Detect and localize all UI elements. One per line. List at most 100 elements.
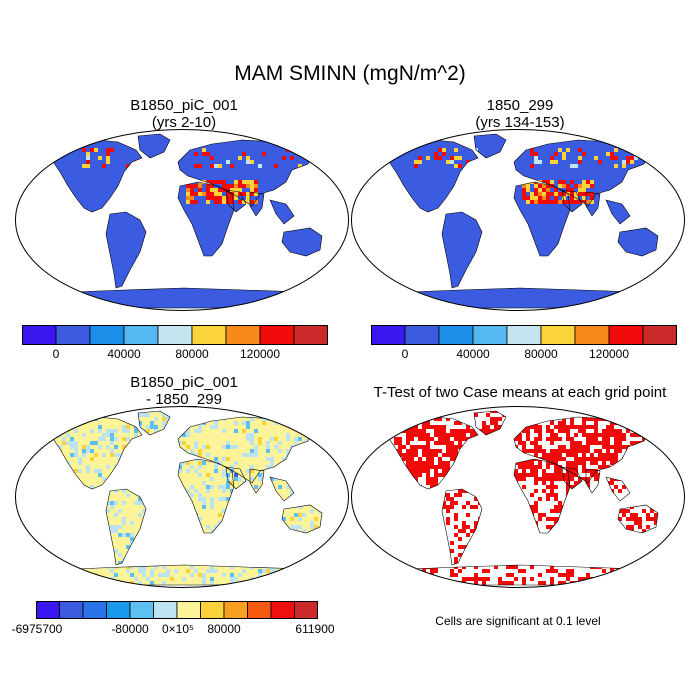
map-grid-cell bbox=[590, 192, 594, 196]
map-grid-cell bbox=[242, 180, 246, 184]
map-grid-cell bbox=[214, 525, 218, 529]
map-grid-cell bbox=[230, 200, 234, 204]
map-grid-cell bbox=[358, 453, 362, 457]
map-grid-cell bbox=[206, 196, 210, 200]
map-grid-cell bbox=[594, 449, 598, 453]
map-grid-cell bbox=[366, 425, 370, 429]
map-grid-cell bbox=[674, 453, 678, 457]
map-grid-cell bbox=[30, 437, 34, 441]
map-grid-cell bbox=[274, 421, 278, 425]
map-grid-cell bbox=[314, 517, 318, 521]
map-grid-cell bbox=[242, 184, 246, 188]
map-grid-cell bbox=[74, 585, 78, 589]
map-grid-cell bbox=[530, 465, 534, 469]
map-grid-cell bbox=[58, 573, 62, 577]
map-grid-cell bbox=[26, 569, 30, 573]
map-border bbox=[15, 406, 349, 588]
map-grid-cell bbox=[362, 581, 366, 585]
map-grid-cell bbox=[558, 453, 562, 457]
map-grid-cell bbox=[274, 569, 278, 573]
map-grid-cell bbox=[406, 429, 410, 433]
map-grid-cell bbox=[442, 437, 446, 441]
map-grid-cell bbox=[22, 429, 26, 433]
map-grid-cell bbox=[442, 501, 446, 505]
map-grid-cell bbox=[422, 569, 426, 573]
colorbar-diff-label-0: -6975700 bbox=[11, 622, 63, 636]
map-grid-cell bbox=[98, 473, 102, 477]
map-grid-cell bbox=[78, 585, 82, 589]
map-grid-cell bbox=[310, 433, 314, 437]
map-grid-cell bbox=[234, 477, 238, 481]
map-grid-cell bbox=[274, 585, 278, 589]
map-grid-cell bbox=[446, 465, 450, 469]
map-grid-cell bbox=[534, 469, 538, 473]
map-grid-cell bbox=[630, 425, 634, 429]
map-grid-cell bbox=[654, 513, 658, 517]
colorbar-diff-label-1: -80000 bbox=[111, 622, 149, 636]
map-grid-cell bbox=[154, 425, 158, 429]
map-grid-cell bbox=[86, 445, 90, 449]
map-grid-cell bbox=[86, 160, 90, 164]
map-grid-cell bbox=[274, 477, 278, 481]
map-grid-cell bbox=[430, 413, 434, 417]
map-grid-cell bbox=[210, 180, 214, 184]
colorbar-box-1 bbox=[371, 325, 406, 345]
map-grid-cell bbox=[450, 581, 454, 585]
map-grid-cell bbox=[618, 429, 622, 433]
map-grid-cell bbox=[558, 405, 562, 409]
map-grid-cell bbox=[382, 577, 386, 581]
map-grid-cell bbox=[666, 425, 668, 429]
map-grid-cell bbox=[354, 553, 358, 557]
map-grid-cell bbox=[570, 180, 574, 184]
map-grid-cell bbox=[14, 413, 18, 417]
map-grid-cell bbox=[626, 417, 630, 421]
map-grid-cell bbox=[214, 200, 218, 204]
map-grid-cell bbox=[582, 457, 586, 461]
map-grid-cell bbox=[218, 513, 222, 517]
map-grid-cell bbox=[198, 184, 202, 188]
map-grid-cell bbox=[526, 437, 530, 441]
map-grid-cell bbox=[22, 565, 26, 569]
map-grid-cell bbox=[106, 152, 110, 156]
map-grid-cell bbox=[614, 156, 618, 160]
map-grid-cell bbox=[282, 156, 286, 160]
map-grid-cell bbox=[634, 156, 638, 160]
map-grid-cell bbox=[150, 421, 154, 425]
map-grid-cell bbox=[30, 425, 34, 429]
map-grid-cell bbox=[538, 477, 542, 481]
map-grid-cell bbox=[410, 469, 414, 473]
map-grid-cell bbox=[550, 485, 554, 489]
map-grid-cell bbox=[270, 569, 274, 573]
map-grid-cell bbox=[554, 192, 558, 196]
map-grid-cell bbox=[570, 569, 574, 573]
map-grid-cell bbox=[570, 469, 574, 473]
map-grid-cell bbox=[610, 569, 614, 573]
map-grid-cell bbox=[614, 433, 618, 437]
map-grid-cell bbox=[538, 425, 542, 429]
map-grid-cell bbox=[206, 485, 210, 489]
map-grid-cell bbox=[458, 493, 462, 497]
map-grid-cell bbox=[534, 473, 538, 477]
map-grid-cell bbox=[406, 449, 410, 453]
map-grid-cell bbox=[270, 461, 274, 465]
map-grid-cell bbox=[198, 425, 202, 429]
map-grid-cell bbox=[146, 577, 150, 581]
map-grid-cell bbox=[566, 465, 570, 469]
map-grid-cell bbox=[94, 148, 98, 152]
map-grid-cell bbox=[198, 453, 202, 457]
map-grid-cell bbox=[426, 437, 430, 441]
map-grid-cell bbox=[442, 461, 446, 465]
map-grid-cell bbox=[634, 417, 638, 421]
map-grid-cell bbox=[426, 449, 430, 453]
map-grid-cell bbox=[378, 425, 382, 429]
map-grid-cell bbox=[14, 445, 18, 449]
panel-2-title-line1: 1850_299 bbox=[486, 97, 554, 114]
map-grid-cell bbox=[578, 457, 582, 461]
map-grid-cell bbox=[162, 573, 166, 577]
map-grid-cell bbox=[134, 433, 138, 437]
map-grid-cell bbox=[110, 437, 114, 441]
map-grid-cell bbox=[98, 445, 102, 449]
map-grid-cell bbox=[598, 417, 602, 421]
map-grid-cell bbox=[522, 477, 526, 481]
map-grid-cell bbox=[614, 437, 618, 441]
